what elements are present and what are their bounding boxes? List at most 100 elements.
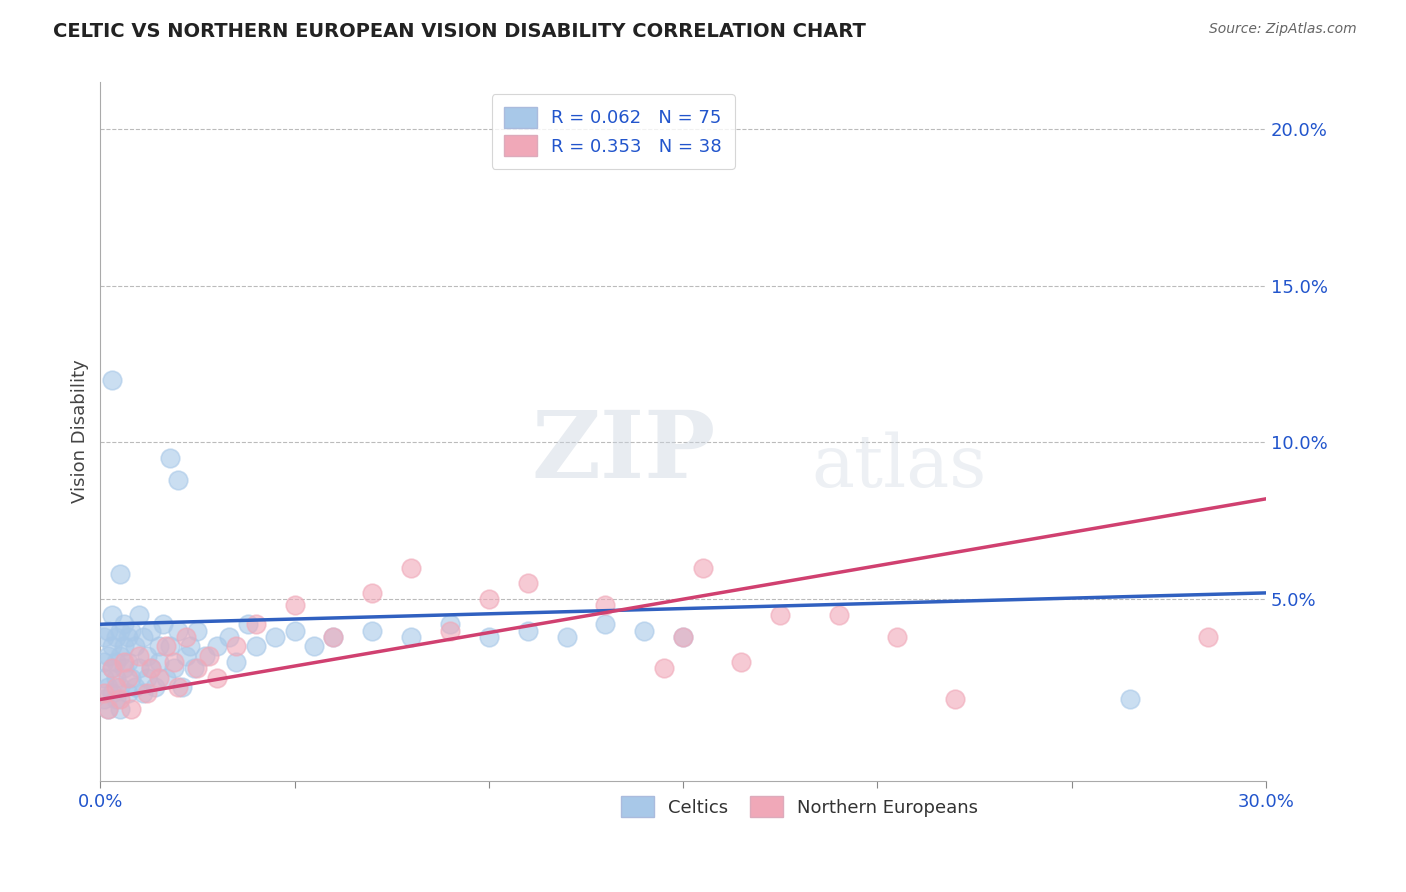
Point [198, 648, 221, 663]
Point [302, 639, 325, 653]
Point [672, 630, 695, 644]
Point [439, 617, 461, 632]
Point [117, 630, 139, 644]
Point [183, 661, 205, 675]
Point [120, 624, 142, 638]
Point [101, 373, 124, 387]
Point [124, 680, 146, 694]
Point [322, 630, 344, 644]
Point [148, 671, 170, 685]
Point [478, 592, 501, 607]
Point [108, 567, 131, 582]
Point [152, 617, 174, 632]
Point [104, 630, 127, 644]
Point [692, 561, 714, 575]
Point [155, 671, 177, 685]
Point [148, 655, 170, 669]
Text: CELTIC VS NORTHERN EUROPEAN VISION DISABILITY CORRELATION CHART: CELTIC VS NORTHERN EUROPEAN VISION DISAB… [53, 22, 866, 41]
Point [159, 639, 181, 653]
Point [112, 617, 135, 632]
Point [139, 624, 162, 638]
Point [225, 639, 247, 653]
Point [117, 671, 139, 685]
Point [245, 617, 267, 632]
Point [439, 624, 461, 638]
Point [179, 639, 201, 653]
Point [827, 607, 849, 622]
Point [120, 702, 142, 716]
Point [128, 607, 150, 622]
Point [555, 630, 578, 644]
Point [108, 702, 131, 716]
Point [516, 624, 538, 638]
Point [225, 655, 247, 669]
Point [163, 661, 186, 675]
Point [136, 648, 159, 663]
Point [205, 639, 228, 653]
Point [139, 661, 162, 675]
Point [478, 630, 501, 644]
Point [104, 680, 127, 694]
Point [143, 680, 166, 694]
Point [245, 639, 267, 653]
Point [361, 586, 384, 600]
Point [128, 661, 150, 675]
Point [108, 648, 131, 663]
Text: atlas: atlas [811, 431, 987, 501]
Point [264, 630, 287, 644]
Point [117, 655, 139, 669]
Point [112, 661, 135, 675]
Point [516, 576, 538, 591]
Point [97, 702, 120, 716]
Point [284, 599, 307, 613]
Point [120, 671, 142, 685]
Point [155, 639, 177, 653]
Point [167, 624, 190, 638]
Point [108, 680, 131, 694]
Point [174, 630, 197, 644]
Point [218, 630, 240, 644]
Point [730, 655, 752, 669]
Point [205, 671, 228, 685]
Point [284, 624, 307, 638]
Point [101, 607, 124, 622]
Point [1119, 692, 1142, 706]
Point [93, 686, 115, 700]
Point [93, 655, 115, 669]
Point [148, 639, 170, 653]
Point [236, 617, 259, 632]
Point [132, 686, 155, 700]
Point [595, 617, 617, 632]
Point [108, 692, 131, 706]
Point [136, 686, 159, 700]
Point [633, 624, 655, 638]
Point [117, 686, 139, 700]
Point [101, 686, 124, 700]
Point [652, 661, 675, 675]
Point [108, 624, 131, 638]
Point [93, 671, 115, 685]
Point [1197, 630, 1219, 644]
Point [170, 680, 193, 694]
Point [132, 630, 155, 644]
Point [97, 624, 120, 638]
Point [672, 630, 695, 644]
Point [167, 473, 190, 487]
Point [361, 624, 384, 638]
Legend: Celtics, Northern Europeans: Celtics, Northern Europeans [614, 789, 986, 824]
Point [769, 607, 792, 622]
Point [97, 680, 120, 694]
Point [93, 630, 115, 644]
Point [322, 630, 344, 644]
Point [167, 680, 190, 694]
Point [186, 661, 208, 675]
Text: Source: ZipAtlas.com: Source: ZipAtlas.com [1209, 22, 1357, 37]
Point [124, 639, 146, 653]
Point [194, 648, 217, 663]
Point [101, 639, 124, 653]
Point [93, 692, 115, 706]
Point [595, 599, 617, 613]
Point [163, 655, 186, 669]
Point [101, 661, 124, 675]
Point [104, 655, 127, 669]
